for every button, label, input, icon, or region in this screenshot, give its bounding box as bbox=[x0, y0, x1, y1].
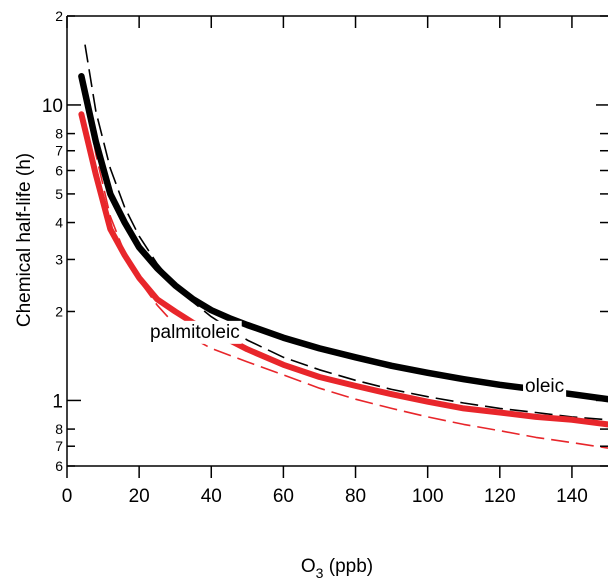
y-major-tick-label: 1 bbox=[52, 391, 63, 412]
x-tick-label: 0 bbox=[62, 486, 73, 507]
y-minor-tick-label: 7 bbox=[55, 143, 63, 159]
y-minor-tick-label: 6 bbox=[55, 163, 63, 179]
y-major-tick-label: 10 bbox=[42, 96, 63, 117]
y-minor-tick-label: 7 bbox=[55, 438, 63, 454]
x-tick-label: 60 bbox=[273, 486, 294, 507]
y-minor-tick-label: 2 bbox=[55, 303, 63, 319]
annotation-layer: oleic palmitoleic bbox=[147, 320, 567, 398]
x-axis-title-main: O bbox=[301, 556, 316, 577]
oleic-series-line bbox=[78, 73, 608, 403]
y-minor-tick-label: 6 bbox=[55, 458, 63, 474]
x-tick-label: 140 bbox=[556, 486, 588, 507]
x-tick-label: 20 bbox=[129, 486, 150, 507]
oleic-label-background bbox=[523, 374, 567, 398]
oleic-fit-series-line bbox=[84, 44, 608, 421]
palmitoleic-label-background bbox=[147, 320, 242, 344]
x-tick-label: 40 bbox=[201, 486, 222, 507]
plot-frame bbox=[66, 15, 608, 467]
y-minor-tick-label: 8 bbox=[55, 126, 63, 142]
x-tick-label: 100 bbox=[412, 486, 444, 507]
x-axis-title: O3 (ppb) bbox=[301, 556, 373, 581]
y-minor-tick-label: 3 bbox=[55, 251, 63, 267]
x-tick-label: 80 bbox=[345, 486, 366, 507]
y-axis-title: Chemical half-life (h) bbox=[14, 153, 35, 327]
y-minor-tick-label: 2 bbox=[55, 8, 63, 24]
palmitoleic-series-line bbox=[78, 111, 608, 428]
y-minor-tick-label: 5 bbox=[55, 186, 63, 202]
series-layer bbox=[78, 44, 608, 449]
y-minor-tick-label: 8 bbox=[55, 421, 63, 437]
x-axis-title-subscript: 3 bbox=[316, 565, 324, 581]
palmitoleic-fit-series-line bbox=[84, 92, 608, 449]
x-axis-title-unit: (ppb) bbox=[323, 556, 373, 577]
palmitoleic-series-label: palmitoleic bbox=[150, 322, 240, 343]
y-minor-tick-label: 4 bbox=[55, 215, 63, 231]
x-tick-label: 120 bbox=[484, 486, 516, 507]
oleic-series-label: oleic bbox=[525, 376, 564, 397]
